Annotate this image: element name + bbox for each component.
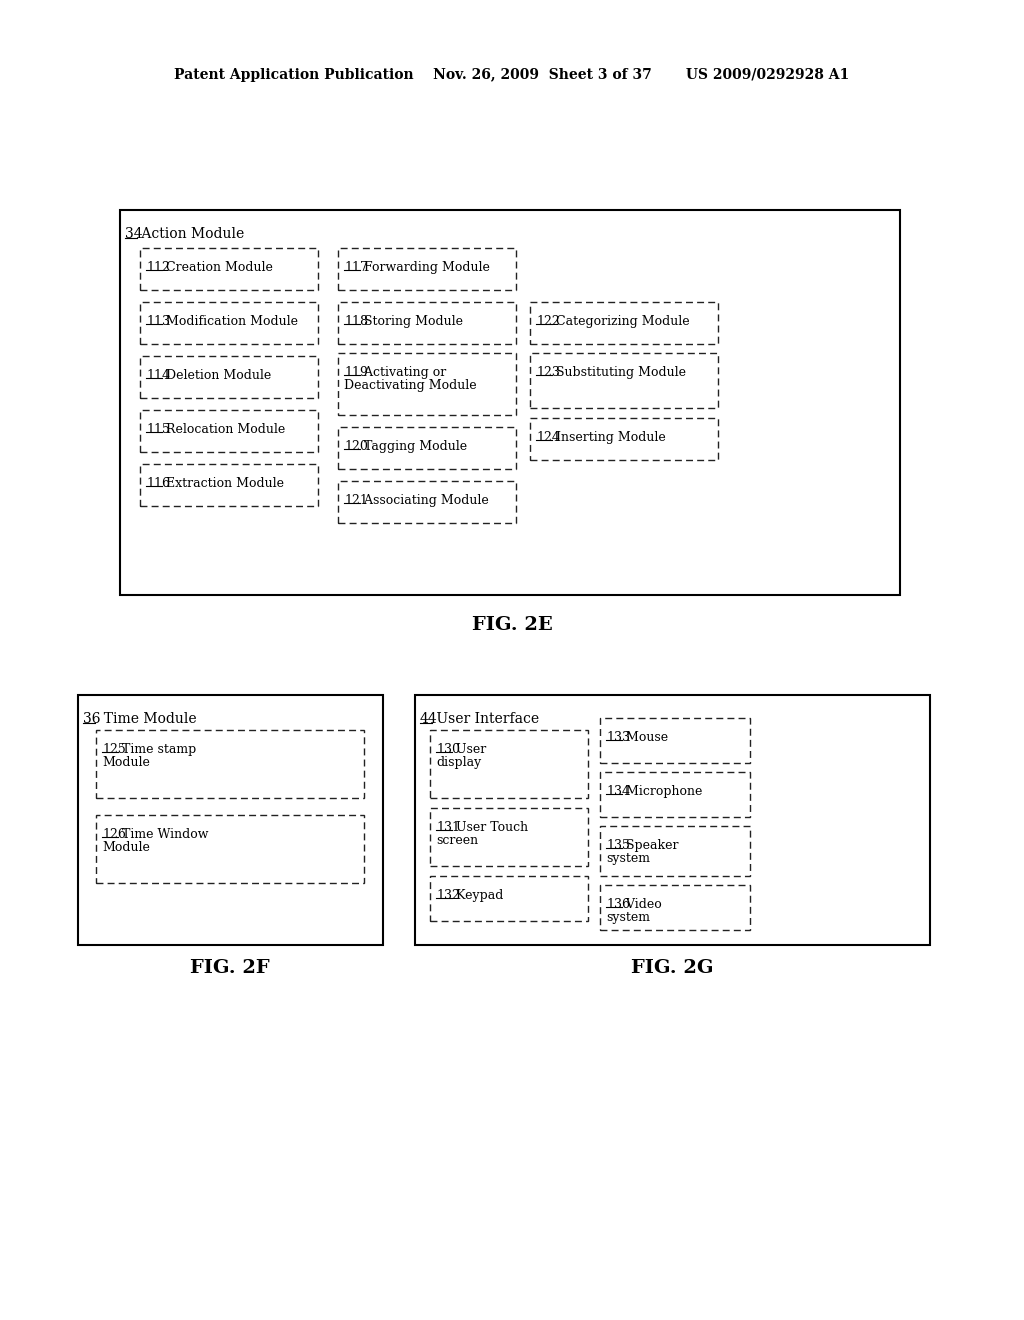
FancyBboxPatch shape [96, 730, 364, 799]
Text: display: display [436, 755, 481, 768]
Text: Module: Module [102, 755, 150, 768]
FancyBboxPatch shape [338, 248, 516, 290]
Text: 117: 117 [344, 261, 368, 275]
Text: 114: 114 [146, 370, 170, 381]
Text: Categorizing Module: Categorizing Module [552, 315, 690, 327]
Text: Tagging Module: Tagging Module [360, 440, 467, 453]
Text: 112: 112 [146, 261, 170, 275]
Text: Time stamp: Time stamp [118, 743, 197, 756]
Text: 115: 115 [146, 422, 170, 436]
Text: 132: 132 [436, 888, 460, 902]
Text: system: system [606, 911, 650, 924]
Text: Forwarding Module: Forwarding Module [360, 261, 490, 275]
Text: 131: 131 [436, 821, 460, 834]
FancyBboxPatch shape [140, 302, 318, 345]
FancyBboxPatch shape [430, 730, 588, 799]
Text: User Interface: User Interface [432, 711, 539, 726]
Text: 116: 116 [146, 477, 170, 490]
Text: 121: 121 [344, 494, 368, 507]
Text: 134: 134 [606, 785, 630, 799]
Text: 130: 130 [436, 743, 460, 756]
Text: 118: 118 [344, 315, 368, 327]
FancyBboxPatch shape [140, 248, 318, 290]
Text: FIG. 2F: FIG. 2F [190, 960, 269, 977]
Text: 36: 36 [83, 711, 100, 726]
FancyBboxPatch shape [430, 808, 588, 866]
FancyBboxPatch shape [600, 718, 750, 763]
Text: Modification Module: Modification Module [162, 315, 298, 327]
Text: User: User [453, 743, 486, 756]
Text: 123: 123 [536, 366, 560, 379]
Text: 125: 125 [102, 743, 126, 756]
Text: Time Module: Time Module [95, 711, 197, 726]
Text: system: system [606, 851, 650, 865]
Text: User Touch: User Touch [453, 821, 528, 834]
Text: Mouse: Mouse [623, 731, 669, 744]
Text: Creation Module: Creation Module [162, 261, 273, 275]
Text: Associating Module: Associating Module [360, 494, 488, 507]
Text: 120: 120 [344, 440, 368, 453]
FancyBboxPatch shape [600, 772, 750, 817]
Text: screen: screen [436, 834, 478, 846]
Text: Video: Video [623, 898, 662, 911]
Text: Activating or: Activating or [360, 366, 446, 379]
Text: Action Module: Action Module [137, 227, 245, 242]
FancyBboxPatch shape [415, 696, 930, 945]
Text: Deletion Module: Deletion Module [162, 370, 271, 381]
Text: FIG. 2G: FIG. 2G [631, 960, 714, 977]
Text: Inserting Module: Inserting Module [552, 432, 666, 444]
FancyBboxPatch shape [338, 352, 516, 414]
Text: 122: 122 [536, 315, 560, 327]
FancyBboxPatch shape [600, 826, 750, 876]
Text: Keypad: Keypad [453, 888, 504, 902]
Text: Patent Application Publication    Nov. 26, 2009  Sheet 3 of 37       US 2009/029: Patent Application Publication Nov. 26, … [174, 69, 850, 82]
FancyBboxPatch shape [530, 352, 718, 408]
Text: Extraction Module: Extraction Module [162, 477, 285, 490]
FancyBboxPatch shape [140, 465, 318, 506]
FancyBboxPatch shape [338, 302, 516, 345]
FancyBboxPatch shape [78, 696, 383, 945]
Text: 136: 136 [606, 898, 630, 911]
Text: Deactivating Module: Deactivating Module [344, 379, 476, 392]
FancyBboxPatch shape [140, 411, 318, 451]
Text: Relocation Module: Relocation Module [162, 422, 286, 436]
Text: FIG. 2E: FIG. 2E [472, 616, 552, 634]
Text: Module: Module [102, 841, 150, 854]
FancyBboxPatch shape [120, 210, 900, 595]
Text: 135: 135 [606, 840, 630, 851]
FancyBboxPatch shape [338, 480, 516, 523]
FancyBboxPatch shape [430, 876, 588, 921]
Text: 133: 133 [606, 731, 630, 744]
Text: 113: 113 [146, 315, 170, 327]
Text: 44: 44 [420, 711, 437, 726]
Text: 124: 124 [536, 432, 560, 444]
FancyBboxPatch shape [140, 356, 318, 399]
Text: Substituting Module: Substituting Module [552, 366, 686, 379]
Text: Storing Module: Storing Module [360, 315, 463, 327]
FancyBboxPatch shape [338, 426, 516, 469]
FancyBboxPatch shape [530, 418, 718, 459]
Text: 126: 126 [102, 828, 126, 841]
Text: Speaker: Speaker [623, 840, 679, 851]
Text: 34: 34 [125, 227, 142, 242]
Text: 119: 119 [344, 366, 368, 379]
Text: Microphone: Microphone [623, 785, 702, 799]
Text: Time Window: Time Window [118, 828, 209, 841]
FancyBboxPatch shape [600, 884, 750, 931]
FancyBboxPatch shape [530, 302, 718, 345]
FancyBboxPatch shape [96, 814, 364, 883]
